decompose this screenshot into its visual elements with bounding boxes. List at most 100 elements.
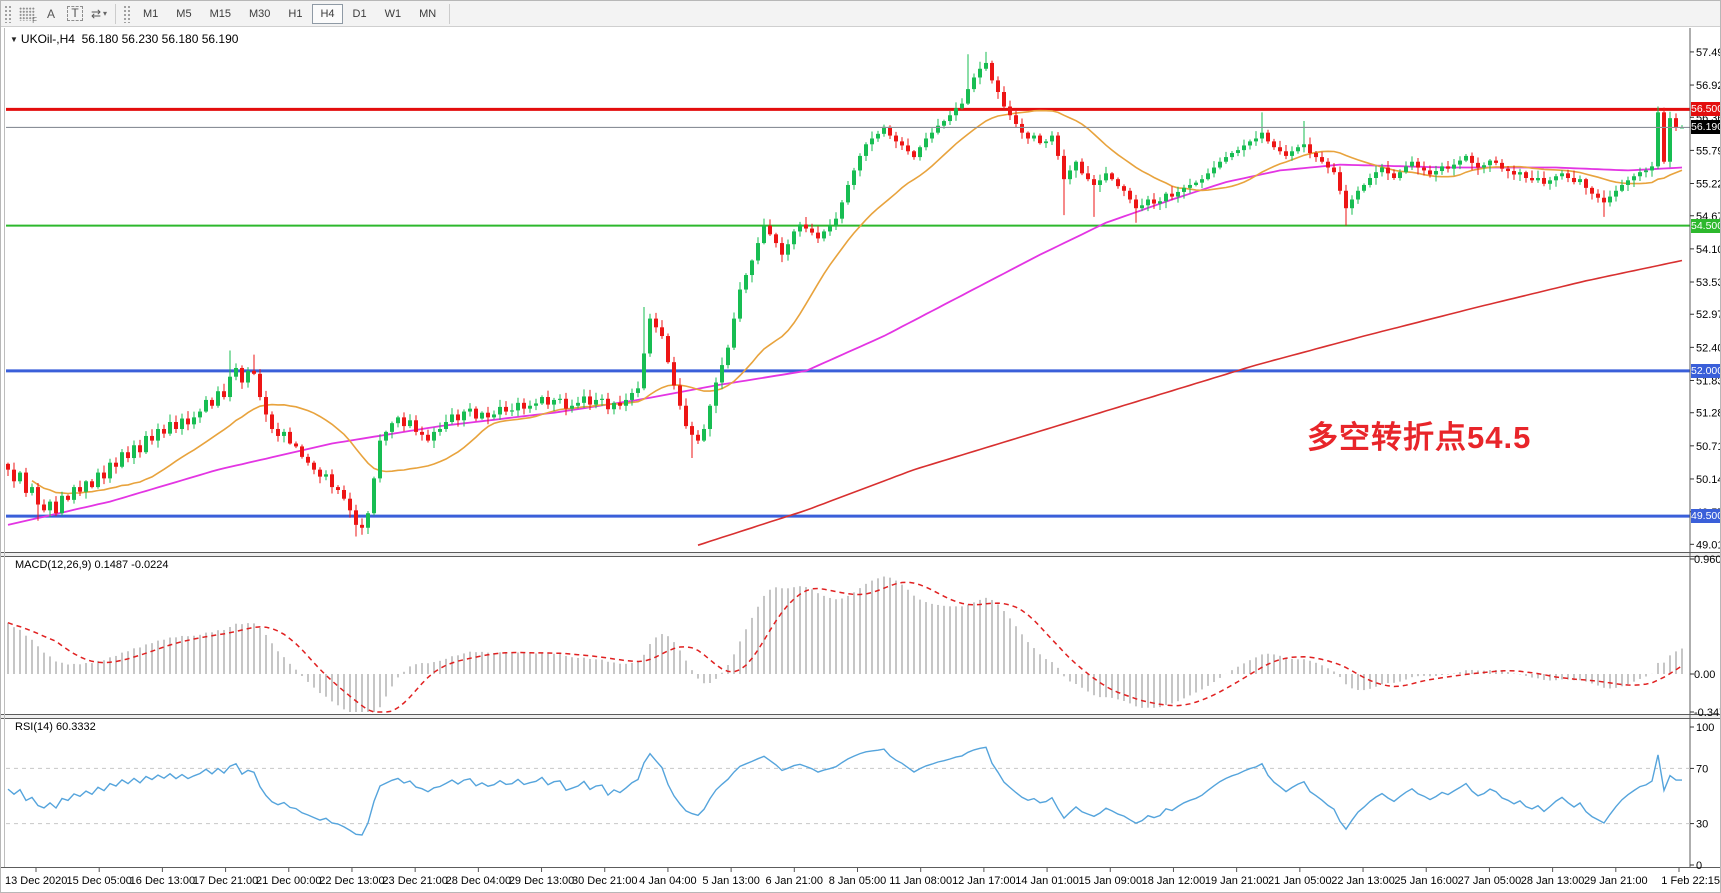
candle bbox=[996, 80, 1000, 93]
macd-signal-line bbox=[7, 581, 1683, 713]
candle bbox=[1338, 172, 1342, 191]
candle bbox=[882, 126, 886, 134]
candle bbox=[564, 398, 568, 409]
time-tick-label: 18 Jan 12:00 bbox=[1142, 875, 1206, 887]
candle bbox=[1074, 161, 1078, 171]
time-tick-label: 17 Dec 21:00 bbox=[193, 875, 258, 887]
candle bbox=[1254, 138, 1258, 142]
timeframe-button-d1[interactable]: D1 bbox=[352, 7, 367, 20]
time-tick-label: 21 Dec 00:00 bbox=[256, 875, 321, 887]
candle bbox=[1314, 153, 1318, 158]
time-tick-label: 13 Dec 2020 bbox=[5, 875, 67, 887]
candle bbox=[990, 62, 994, 81]
price-tick-label: 50.710 bbox=[1696, 441, 1721, 453]
time-tick-label: 15 Dec 05:00 bbox=[66, 875, 131, 887]
candle bbox=[1188, 184, 1192, 188]
candle bbox=[48, 501, 52, 511]
text-label-button[interactable]: A bbox=[40, 3, 62, 24]
price-tick-label: 55.225 bbox=[1696, 179, 1721, 191]
candle bbox=[1500, 162, 1504, 169]
candle bbox=[306, 456, 310, 463]
candle bbox=[90, 481, 94, 488]
candle bbox=[1584, 179, 1588, 188]
time-tick-label: 5 Jan 13:00 bbox=[702, 875, 760, 887]
collapse-arrow-icon[interactable]: ▼ bbox=[10, 35, 18, 44]
candle bbox=[906, 145, 910, 152]
rsi-tick-label: 100 bbox=[1696, 722, 1714, 734]
candle bbox=[1014, 115, 1018, 124]
candle bbox=[762, 225, 766, 244]
candle bbox=[390, 423, 394, 432]
candle bbox=[1290, 151, 1294, 156]
cycle-symbols-button[interactable]: ⇄ ▾ bbox=[88, 3, 110, 24]
timeframe-group-handle[interactable] bbox=[123, 4, 131, 23]
candle bbox=[1380, 167, 1384, 173]
candle bbox=[1482, 165, 1486, 168]
moving-averages-layer bbox=[7, 109, 1683, 546]
candle bbox=[1542, 177, 1546, 184]
panel-separator[interactable] bbox=[1, 714, 1720, 719]
candle bbox=[504, 406, 508, 412]
candle bbox=[1146, 199, 1150, 206]
level-lines-layer bbox=[6, 107, 1690, 518]
candle bbox=[570, 405, 574, 409]
macd-tick-label: 0.00 bbox=[1694, 669, 1715, 681]
candle bbox=[576, 402, 580, 406]
candle bbox=[126, 452, 130, 459]
candle bbox=[1182, 187, 1186, 192]
candle bbox=[1494, 160, 1498, 163]
candle bbox=[1194, 182, 1198, 185]
candle bbox=[624, 399, 628, 406]
candle bbox=[516, 402, 520, 411]
time-tick-label: 12 Jan 17:00 bbox=[952, 875, 1016, 887]
price-badge-56.500: 56.500 bbox=[1691, 102, 1721, 117]
candle bbox=[1260, 132, 1264, 139]
expert-panel-button[interactable]: F bbox=[16, 3, 38, 25]
time-tick-label: 21 Jan 05:00 bbox=[1268, 875, 1332, 887]
candle bbox=[804, 224, 808, 229]
timeframe-button-mn[interactable]: MN bbox=[419, 7, 437, 20]
candle bbox=[552, 399, 556, 405]
candle bbox=[1170, 193, 1174, 197]
candle bbox=[114, 462, 118, 467]
candle bbox=[192, 417, 196, 425]
panel-separator[interactable] bbox=[1, 552, 1720, 557]
candle bbox=[366, 513, 370, 528]
timeframe-button-m1[interactable]: M1 bbox=[143, 7, 159, 20]
candle bbox=[972, 77, 976, 90]
candle bbox=[522, 402, 526, 409]
candle bbox=[756, 243, 760, 261]
candle bbox=[198, 411, 202, 418]
timeframe-button-m30[interactable]: M30 bbox=[248, 7, 271, 20]
timeframe-button-w1[interactable]: W1 bbox=[384, 7, 402, 20]
candle bbox=[384, 431, 388, 441]
time-axis-border bbox=[1, 867, 1720, 868]
candle bbox=[1356, 190, 1360, 200]
candle bbox=[960, 103, 964, 109]
timeframe-button-h1[interactable]: H1 bbox=[288, 7, 303, 20]
candle bbox=[1662, 112, 1666, 162]
candle bbox=[1056, 135, 1060, 156]
toolbar-drag-handle[interactable] bbox=[4, 4, 12, 23]
candle bbox=[1068, 170, 1072, 180]
candle bbox=[1302, 144, 1306, 148]
timeframe-button-m15[interactable]: M15 bbox=[209, 7, 231, 20]
candle bbox=[1158, 201, 1162, 204]
candle bbox=[1476, 162, 1480, 168]
timeframe-button-m5[interactable]: M5 bbox=[176, 7, 192, 20]
candle bbox=[600, 398, 604, 400]
candle bbox=[1488, 160, 1492, 166]
time-tick-label: 22 Dec 13:00 bbox=[319, 875, 384, 887]
text-box-button[interactable]: T bbox=[64, 3, 86, 24]
candle bbox=[708, 405, 712, 429]
chart-annotation-text[interactable]: 多空转折点54.5 bbox=[1307, 420, 1532, 455]
candle bbox=[1434, 171, 1438, 175]
time-tick-label: 14 Jan 01:00 bbox=[1015, 875, 1079, 887]
candle bbox=[1026, 132, 1030, 139]
timeframe-button-h4[interactable]: H4 bbox=[312, 3, 343, 24]
candle bbox=[858, 155, 862, 171]
candle bbox=[648, 318, 652, 354]
macd-tick-label: -0.347 bbox=[1694, 707, 1721, 719]
candle bbox=[1242, 145, 1246, 151]
